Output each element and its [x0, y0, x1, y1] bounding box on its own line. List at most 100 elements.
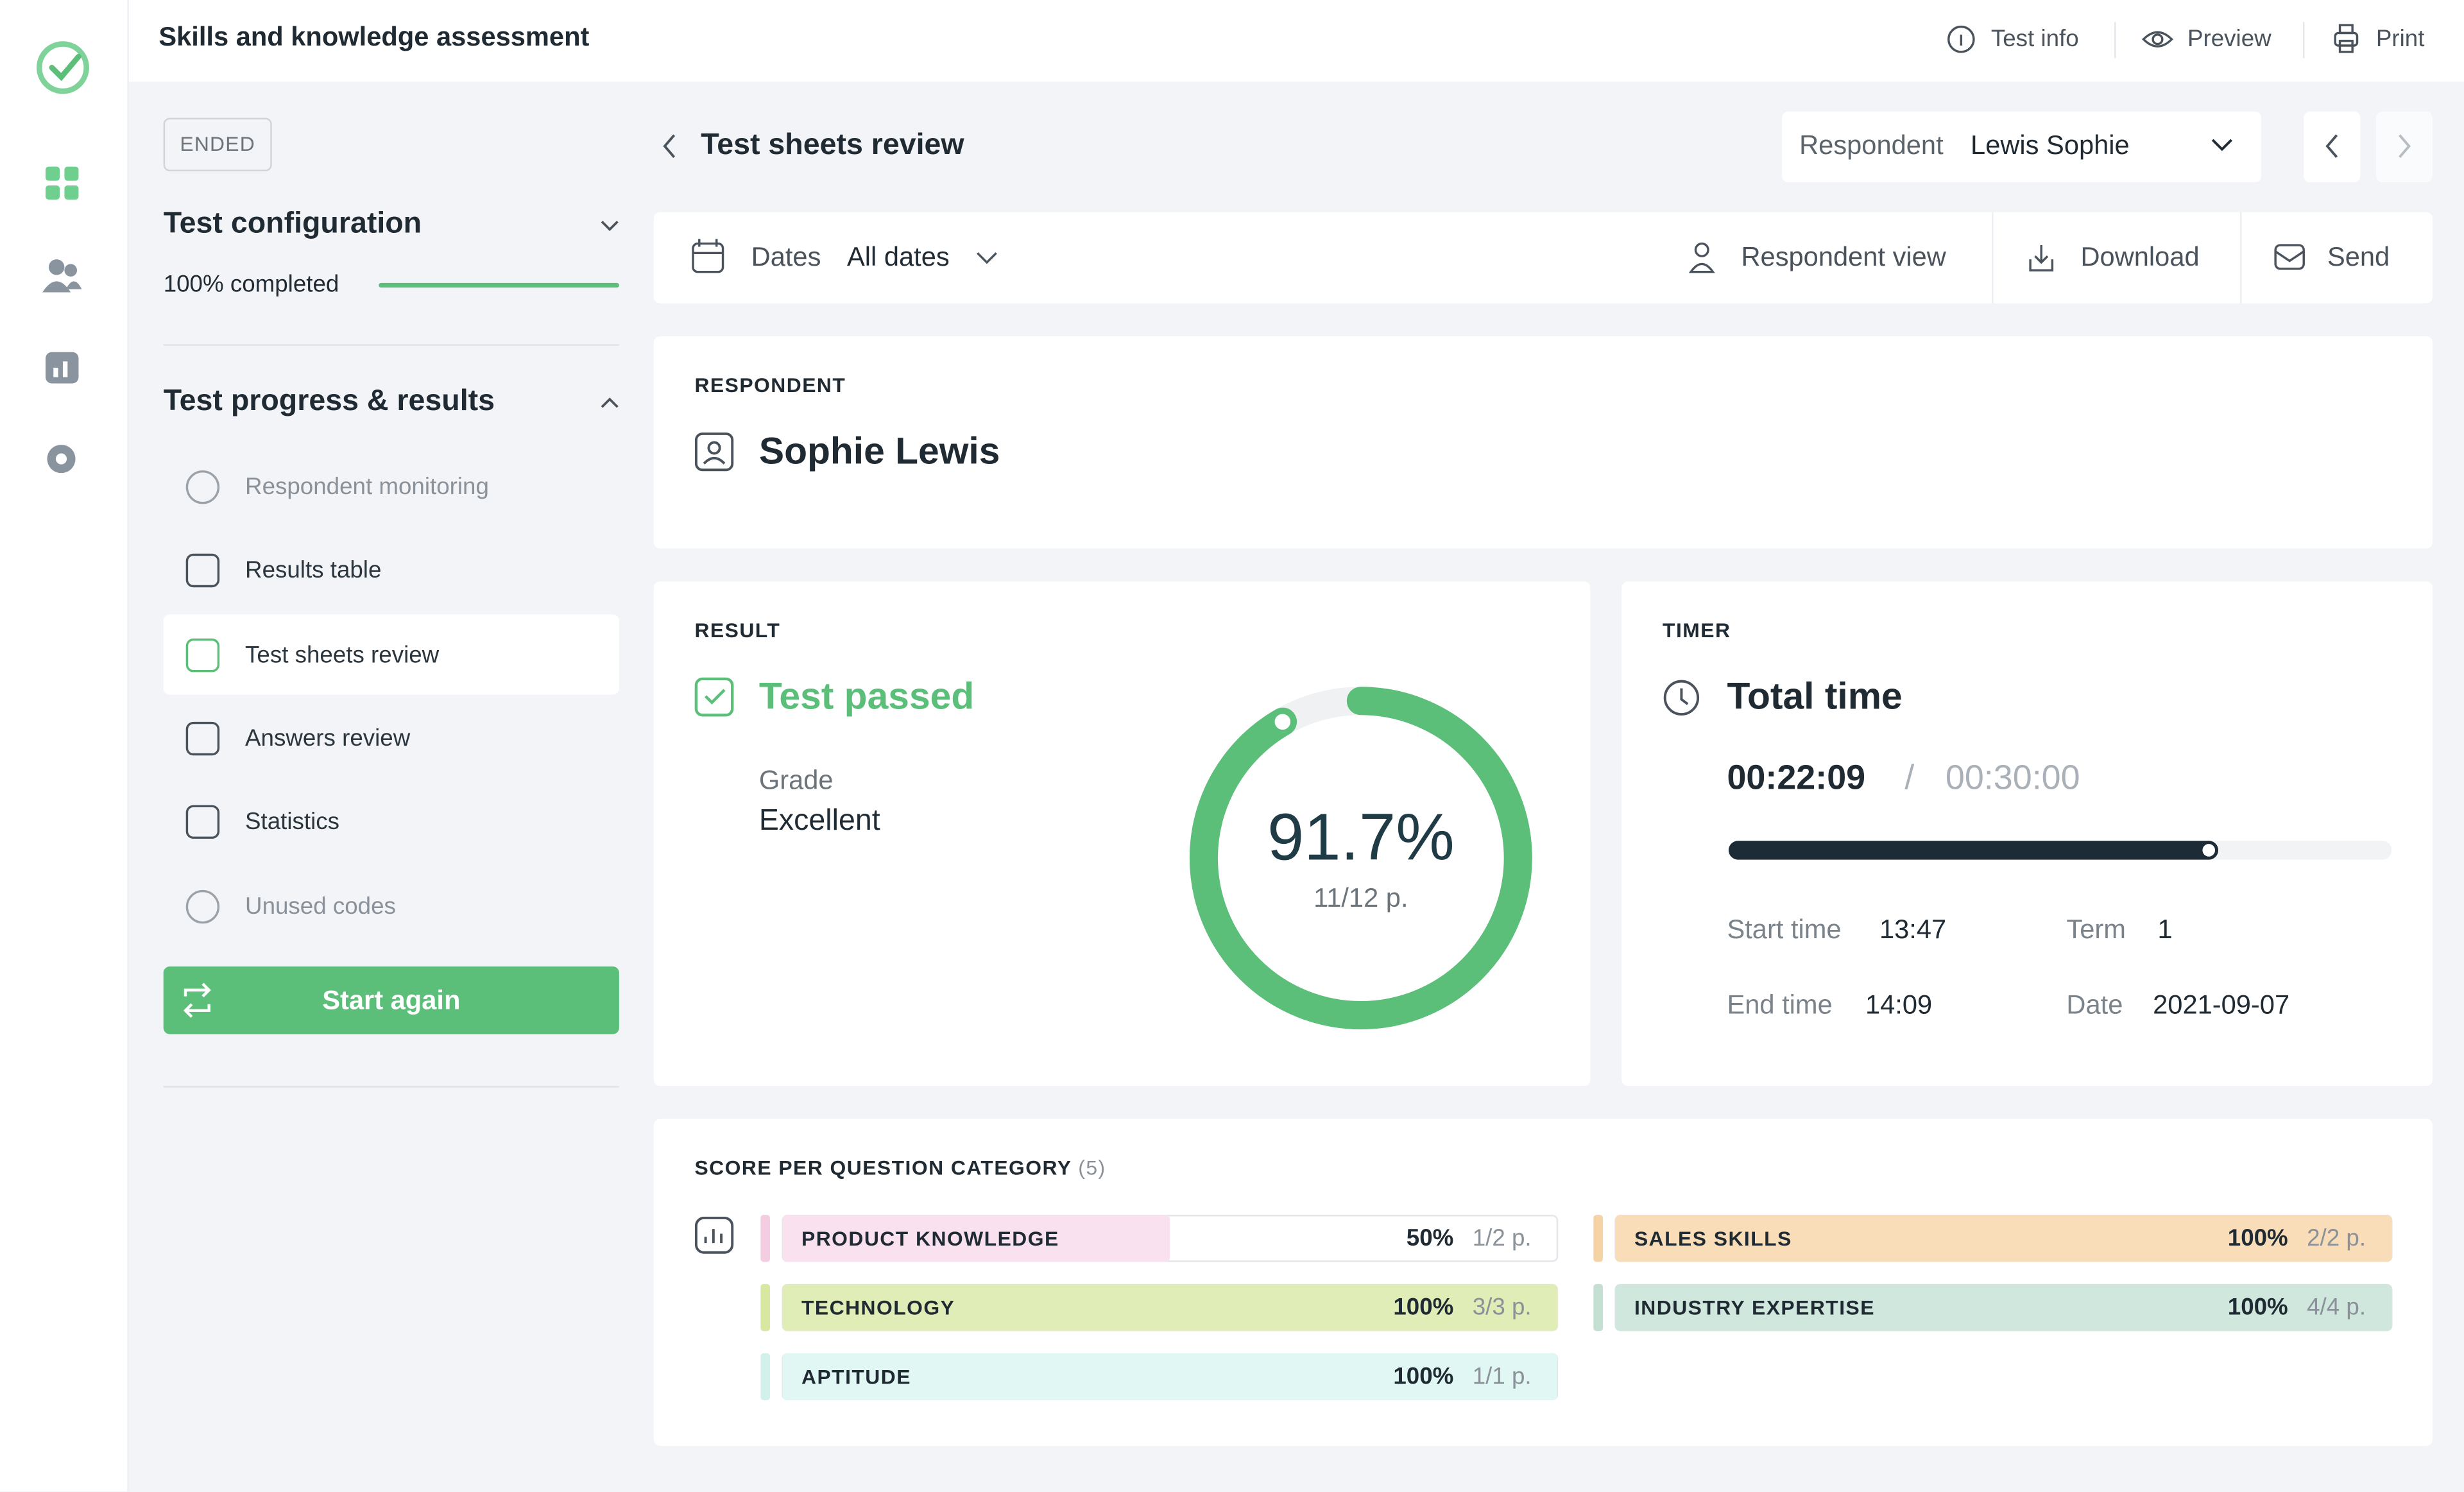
respondent-card — [653, 336, 2433, 549]
menu-icon — [185, 639, 220, 673]
toolbar-icons — [692, 212, 2305, 304]
menu-item[interactable]: Test sheets review — [245, 642, 440, 669]
scores-title: SCORE PER QUESTION CATEGORY — [694, 1156, 1072, 1179]
end-label: End time — [1727, 990, 1833, 1020]
app-title: Skills and knowledge assessment — [158, 22, 590, 52]
term-label: Term — [2066, 914, 2126, 945]
divider — [163, 344, 619, 346]
category-name: TECHNOLOGY — [801, 1296, 955, 1319]
category-points: 1/2 p. — [1472, 1224, 1532, 1252]
category-points: 1/1 p. — [1472, 1363, 1532, 1391]
menu-item[interactable]: Results table — [245, 557, 382, 584]
ring-arc — [1189, 687, 1532, 1030]
header — [128, 0, 2464, 82]
category-points: 3/3 p. — [1472, 1294, 1532, 1321]
category-name: APTITUDE — [801, 1364, 911, 1389]
date: 2021-09-07 — [2153, 990, 2290, 1020]
dates-label: Dates — [751, 242, 821, 272]
nav-rail — [0, 0, 129, 1492]
start-again-label[interactable]: Start again — [322, 985, 461, 1016]
result-status: Test passed — [758, 676, 975, 719]
grade: Excellent — [758, 804, 880, 838]
timer-fill — [1728, 841, 2218, 860]
scores-count: (5) — [1078, 1156, 1106, 1179]
progress-title[interactable]: Test progress & results — [163, 385, 495, 418]
rail-icons — [36, 41, 89, 474]
category-accent — [760, 1215, 771, 1262]
category-bar — [782, 1215, 1170, 1262]
menu-item[interactable]: Answers review — [245, 725, 411, 752]
active-item-bg — [163, 614, 619, 695]
category-points: 2/2 p. — [2307, 1224, 2366, 1252]
category-name: INDUSTRY EXPERTISE — [1634, 1296, 1875, 1319]
menu-item[interactable]: Statistics — [245, 809, 340, 836]
menu-icon — [185, 721, 220, 756]
menu-icon — [185, 805, 220, 839]
scores-heading: SCORE PER QUESTION CATEGORY (5) — [694, 1156, 1106, 1179]
respondent-view[interactable]: Respondent view — [1741, 242, 1946, 272]
category-percent: 100% — [2227, 1294, 2288, 1321]
timer-heading: TIMER — [1663, 618, 1731, 642]
dates-value[interactable]: All dates — [847, 242, 950, 272]
respondent-select-value[interactable]: Lewis Sophie — [1971, 130, 2130, 160]
print[interactable]: Print — [2375, 26, 2425, 53]
menu-icon — [185, 470, 220, 504]
limit: 00:30:00 — [1945, 757, 2080, 797]
menu-item[interactable]: Respondent monitoring — [245, 474, 489, 501]
end: 14:09 — [1865, 990, 1933, 1020]
config-progress: 100% completed — [163, 271, 339, 298]
category-name: SALES SKILLS — [1634, 1226, 1792, 1251]
menu-icon — [185, 889, 220, 924]
category-bar — [782, 1353, 1557, 1401]
timer-title: Total time — [1727, 676, 1903, 719]
category-accent — [1593, 1283, 1603, 1332]
config-title[interactable]: Test configuration — [163, 207, 422, 241]
category-name: PRODUCT KNOWLEDGE — [801, 1226, 1059, 1251]
start-icon — [183, 982, 211, 1018]
ring-knob — [1271, 710, 1294, 733]
category-percent: 100% — [2227, 1224, 2288, 1252]
start-label: Start time — [1727, 914, 1842, 945]
prev-button[interactable] — [2304, 111, 2361, 183]
preview[interactable]: Preview — [2187, 26, 2272, 53]
download[interactable]: Download — [2080, 242, 2200, 272]
score-label: 91.7% — [1267, 800, 1455, 874]
timer-card — [1621, 581, 2433, 1086]
respondent-name: Sophie Lewis — [758, 431, 1000, 474]
category-bar — [1615, 1215, 2392, 1262]
respondent-select-label: Respondent — [1799, 130, 1944, 160]
points: 11/12 p. — [1313, 883, 1408, 913]
category-percent: 100% — [1393, 1294, 1454, 1321]
respondent-heading: RESPONDENT — [694, 373, 846, 397]
page-title: Test sheets review — [701, 128, 964, 162]
header-icons — [1947, 22, 2359, 58]
category-percent: 100% — [1393, 1363, 1454, 1391]
category-accent — [1593, 1215, 1603, 1262]
test-info[interactable]: Test info — [1990, 26, 2079, 53]
menu-item[interactable]: Unused codes — [245, 893, 396, 920]
divider — [163, 1086, 619, 1088]
term: 1 — [2157, 914, 2173, 945]
send[interactable]: Send — [2327, 242, 2390, 272]
grade-label: Grade — [758, 765, 834, 796]
category-percent: 50% — [1406, 1224, 1454, 1252]
start: 13:47 — [1879, 914, 1947, 945]
chevrons — [601, 221, 619, 408]
config-progress-bar — [379, 282, 619, 288]
category-accent — [760, 1283, 771, 1332]
respondent-select[interactable] — [1782, 111, 2262, 183]
category-bar — [782, 1283, 1557, 1332]
status-badge: ENDED — [163, 117, 272, 171]
elapsed: 00:22:09 — [1727, 757, 1866, 797]
category-points: 4/4 p. — [2307, 1294, 2366, 1321]
menu-icon — [185, 553, 220, 588]
start-again-button[interactable] — [163, 966, 619, 1034]
category-bar — [1615, 1283, 2392, 1332]
separator: / — [1904, 757, 1915, 797]
toolbar — [653, 212, 2433, 304]
next-button[interactable] — [2375, 111, 2433, 183]
result-heading: RESULT — [694, 618, 781, 642]
